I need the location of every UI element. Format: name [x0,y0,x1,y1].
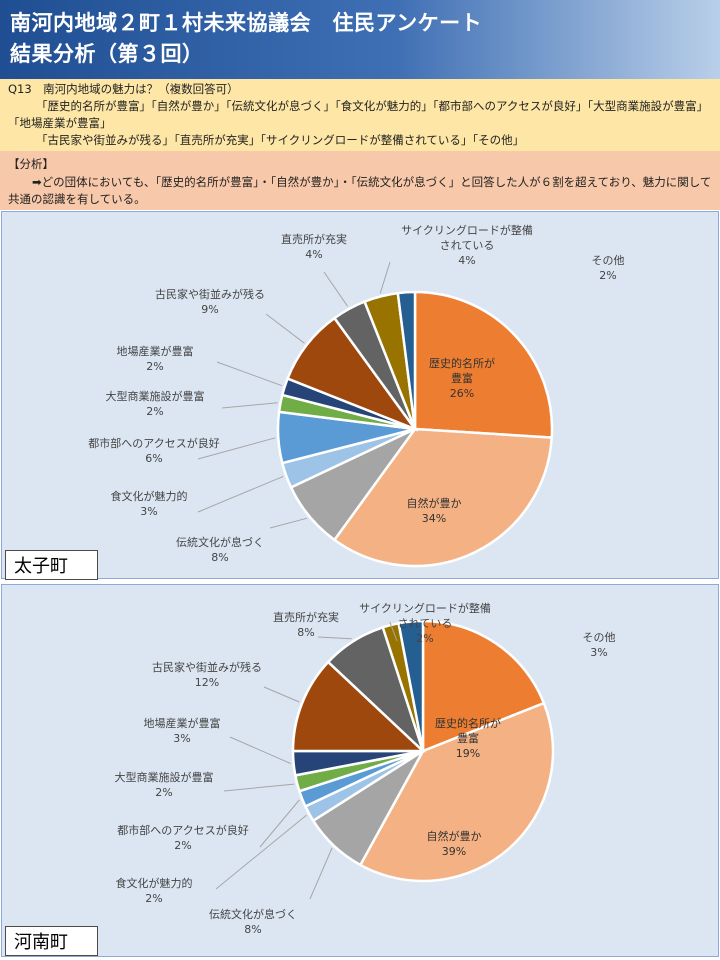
analysis-heading: 【分析】 [8,157,54,171]
pie-slice [358,701,555,883]
leader-line [229,736,291,764]
leader-line [223,783,295,792]
question-text: Q13 南河内地域の魅力は？（複数回答可） [8,82,239,96]
slice-label: 大型商業施設が豊富 2% [115,770,214,799]
question-options-2: 「古民家や街並みが残る」「直売所が充実」「サイクリングロードが整備されている」「… [36,133,525,147]
slice-label: 伝統文化が息づく 8% [176,535,264,564]
leader-line [259,799,300,848]
leader-line [389,622,398,642]
slice-label: 伝統文化が息づく 8% [209,907,297,936]
slice-label: 地場産業が豊富 3% [144,716,221,745]
leader-line [221,402,278,409]
analysis-body: ➡どの団体においても、「歴史的名所が豊富」・「自然が豊か」・「伝統文化が息づく」… [8,175,712,206]
slice-label: 直売所が充実 8% [273,610,339,639]
slice-label: 歴史的名所が豊富 19% [435,716,501,760]
slice-label: 食文化が魅力的 2% [116,876,193,905]
pie-slice [413,290,554,439]
slice-label: 直売所が充実 4% [281,232,347,261]
pie-slice [291,660,427,753]
title-line-2: 結果分析（第３回） [10,42,204,66]
leader-line [197,475,284,513]
slice-label: 大型商業施設が豊富 2% [106,389,205,418]
slice-label: 自然が豊か 34% [407,496,462,525]
leader-line [317,636,352,640]
leader-line [265,313,305,344]
question-box: Q13 南河内地域の魅力は？（複数回答可） 「歴史的名所が豊富」「自然が豊か」「… [0,79,720,151]
pie-slice [421,619,546,753]
town-label: 河南町 [5,926,98,956]
leader-line [269,517,308,529]
pie-panel-kanan: 歴史的名所が豊富 19% 自然が豊か 39% 伝統文化が息づく 8% 食文化が魅力的 2% 都市… [1,584,719,957]
slice-label: 自然が豊か 39% [427,829,482,858]
leader-line [215,814,307,890]
pie-chart-kanan: 歴史的名所が豊富 19% 自然が豊か 39% 伝統文化が息づく 8% 食文化が魅力的 2% 都市… [115,601,616,936]
title-banner: 南河内地域２町１村未来協議会 住民アンケート 結果分析（第３回） [0,0,720,79]
slice-label: 都市部へのアクセスが良好 2% [117,823,248,852]
pie-panel-taishi: 歴史的名所が豊富 26% 自然が豊か 34% 伝統文化が息づく 8% 食文化が魅力的 3% 都市… [1,211,719,580]
leader-line [263,686,300,703]
title-line-1: 南河内地域２町１村未来協議会 住民アンケート [10,11,483,35]
slice-label: 歴史的名所が豊富 26% [429,356,495,400]
leader-line [323,271,349,307]
slice-label: サイクリングロードが整備されている 4% [401,223,533,267]
slice-label: 都市部へのアクセスが良好 6% [88,436,219,465]
analysis-box: 【分析】 ➡どの団体においても、「歴史的名所が豊富」・「自然が豊か」・「伝統文化… [0,151,720,210]
leader-line [379,261,391,294]
pie-chart-taishi: 歴史的名所が豊富 26% 自然が豊か 34% 伝統文化が息づく 8% 食文化が魅力的 3% 都市… [88,223,625,568]
pie-slice [397,619,425,752]
slice-label: サイクリングロードが整備されている 2% [359,601,491,645]
slice-label: 食文化が魅力的 3% [111,489,188,518]
town-label: 太子町 [5,550,98,580]
slice-label: 古民家や街並みが残る 9% [155,287,265,316]
slice-label: その他 2% [592,254,625,282]
pie-slice [396,290,417,430]
leader-line [309,847,333,900]
question-options-1: 「歴史的名所が豊富」「自然が豊か」「伝統文化が息づく」「食文化が魅力的」「都市部… [8,99,709,130]
slice-label: その他 3% [583,631,616,659]
slice-label: 古民家や街並みが残る 12% [152,660,262,689]
leader-line [216,361,283,387]
leader-line [197,437,276,460]
pie-slice [332,427,554,568]
slice-label: 地場産業が豊富 2% [117,344,194,373]
